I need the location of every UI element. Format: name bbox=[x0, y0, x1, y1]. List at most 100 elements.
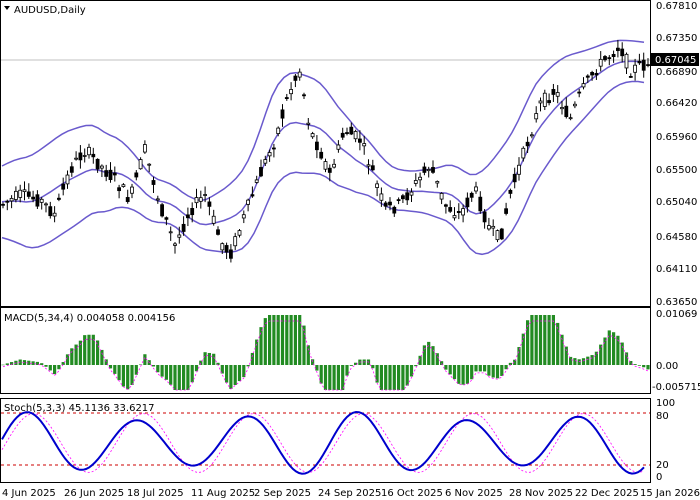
stoch-tick: 0 bbox=[656, 472, 662, 483]
macd-histogram bbox=[1, 315, 650, 391]
date-tick: 6 Nov 2025 bbox=[445, 488, 503, 499]
macd-bar bbox=[448, 365, 452, 375]
candle-body bbox=[362, 143, 367, 147]
macd-bar bbox=[487, 365, 491, 376]
macd-bar bbox=[87, 334, 91, 365]
macd-bar bbox=[470, 365, 474, 380]
macd-bar bbox=[203, 352, 207, 365]
macd-bar bbox=[452, 365, 457, 380]
date-tick: 16 Oct 2025 bbox=[381, 488, 443, 499]
candle-body bbox=[237, 230, 242, 236]
macd-bar bbox=[40, 363, 44, 365]
stoch-tick: 100 bbox=[656, 398, 675, 409]
candle-body bbox=[5, 200, 10, 203]
candle-body bbox=[517, 164, 521, 175]
candle-body bbox=[108, 169, 113, 181]
candle-body bbox=[52, 212, 57, 217]
macd-bar bbox=[435, 353, 439, 365]
candle-body bbox=[164, 217, 169, 220]
macd-bar bbox=[384, 365, 388, 390]
macd-bar bbox=[263, 318, 267, 365]
candles bbox=[1, 39, 650, 263]
macd-bar bbox=[242, 365, 246, 378]
candle-body bbox=[620, 48, 625, 57]
macd-bar bbox=[113, 365, 117, 374]
macd-bar bbox=[581, 358, 586, 365]
macd-bar bbox=[302, 325, 306, 365]
candle-body bbox=[456, 211, 461, 214]
candle-body bbox=[185, 214, 190, 219]
macd-bar bbox=[27, 360, 31, 365]
macd-tick: 0.00 bbox=[656, 361, 678, 372]
macd-bar bbox=[225, 365, 229, 383]
macd-bar bbox=[216, 362, 220, 365]
candle-body bbox=[383, 202, 388, 207]
macd-bar bbox=[573, 358, 577, 365]
macd-bar bbox=[57, 365, 61, 370]
candle-body bbox=[400, 195, 405, 200]
candle-body bbox=[624, 53, 629, 69]
candle-body bbox=[555, 92, 560, 97]
candle-body bbox=[370, 165, 375, 171]
stoch-axis: 100 80 20 0 bbox=[656, 398, 675, 483]
macd-bar bbox=[646, 365, 650, 370]
candle-body bbox=[616, 47, 620, 52]
macd-bar bbox=[298, 315, 302, 365]
candle-body bbox=[95, 158, 100, 170]
macd-bar bbox=[594, 351, 598, 365]
macd-bar bbox=[521, 333, 525, 365]
candle-body bbox=[9, 198, 14, 202]
macd-bar bbox=[543, 315, 547, 365]
candle-body bbox=[461, 208, 466, 216]
candle-body bbox=[112, 172, 117, 176]
macd-bar bbox=[117, 365, 121, 381]
candle-body bbox=[349, 126, 354, 135]
macd-bar bbox=[121, 365, 125, 387]
macd-bar bbox=[414, 365, 418, 367]
price-tick: 0.66890 bbox=[656, 67, 697, 78]
macd-bar bbox=[276, 315, 280, 365]
candle-body bbox=[190, 208, 195, 216]
macd-bar bbox=[444, 365, 448, 370]
macd-bar bbox=[100, 349, 104, 365]
macd-bar bbox=[569, 356, 573, 365]
macd-bar bbox=[577, 359, 581, 365]
candle-body bbox=[302, 94, 306, 97]
macd-bar bbox=[285, 315, 289, 365]
macd-bar bbox=[151, 365, 156, 367]
macd-bar bbox=[5, 363, 9, 365]
candle-body bbox=[194, 197, 199, 204]
price-tick: 0.67350 bbox=[656, 33, 697, 44]
candle-body bbox=[474, 186, 478, 192]
candle-body bbox=[134, 172, 139, 178]
candle-body bbox=[405, 192, 410, 201]
macd-bar bbox=[255, 339, 259, 365]
date-tick: 15 Jan 2026 bbox=[640, 488, 700, 499]
candle-body bbox=[198, 197, 203, 202]
date-axis: 4 Jun 2025 26 Jun 2025 18 Jul 2025 11 Au… bbox=[2, 488, 700, 499]
macd-tick: 0.01069 bbox=[656, 309, 697, 320]
macd-bar bbox=[233, 365, 237, 385]
macd-title: MACD(5,34,4) 0.004058 0.004156 bbox=[4, 313, 175, 324]
macd-bar bbox=[478, 365, 482, 372]
macd-bar bbox=[126, 365, 130, 390]
panel-collapse-icon[interactable] bbox=[4, 6, 10, 10]
candle-body bbox=[130, 186, 134, 194]
macd-bar bbox=[427, 341, 431, 365]
candle-body bbox=[254, 179, 259, 183]
candle-body bbox=[508, 189, 513, 194]
candle-body bbox=[224, 245, 229, 253]
candle-body bbox=[413, 180, 418, 184]
candle-body bbox=[499, 228, 504, 240]
candle-body bbox=[100, 165, 104, 169]
candle-body bbox=[263, 159, 268, 164]
macd-bar bbox=[319, 365, 323, 384]
macd-bar bbox=[500, 365, 504, 376]
candle-body bbox=[323, 161, 328, 170]
candle-body bbox=[465, 197, 470, 208]
date-tick: 18 Jul 2025 bbox=[127, 488, 184, 499]
macd-bar bbox=[134, 365, 138, 375]
candle-body bbox=[607, 57, 612, 60]
candle-body bbox=[357, 138, 362, 143]
macd-bar bbox=[130, 365, 134, 385]
